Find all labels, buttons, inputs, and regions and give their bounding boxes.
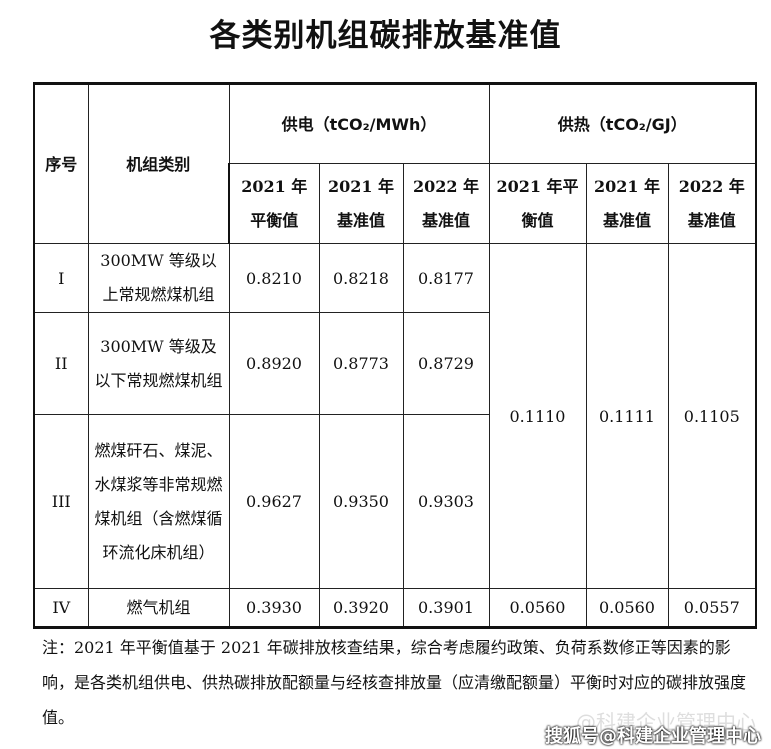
header-heat-2021-balance: 2021 年平 衡值 [488, 163, 587, 244]
table-row: II 300MW 等级及以下常规燃煤机组 0.8920 0.8773 0.872… [33, 312, 756, 415]
cell-value: 0.8729 [402, 312, 490, 415]
cell-value: 0.8210 [228, 243, 320, 313]
row-seq: III [33, 414, 89, 589]
row-category: 燃煤矸石、煤泥、水煤浆等非常规燃煤机组（含燃煤循环流化床机组） [87, 414, 230, 589]
cell-value: 0.0557 [667, 588, 758, 629]
header-heat-2021-benchmark: 2021 年基准值 [585, 163, 669, 244]
benchmark-table: 序号 机组类别 供电（tCO₂/MWh） 供热（tCO₂/GJ） 2021 年平… [33, 82, 758, 629]
cell-value: 0.0560 [488, 588, 587, 629]
table-row: III 燃煤矸石、煤泥、水煤浆等非常规燃煤机组（含燃煤循环流化床机组） 0.96… [33, 414, 756, 589]
header-heat-2022-benchmark: 2022 年基准值 [667, 163, 758, 244]
table-row: IV 燃气机组 0.3930 0.3920 0.3901 0.0560 0.05… [33, 588, 758, 629]
row-seq: IV [33, 588, 89, 629]
cell-value: 0.3930 [228, 588, 320, 629]
cell-value-merged: 0.1105 [667, 243, 758, 589]
page-title: 各类别机组碳排放基准值 [209, 18, 562, 54]
watermark-faint: @科建企业管理中心 [576, 710, 756, 734]
cell-value: 0.3920 [318, 588, 404, 629]
cell-value: 0.8177 [402, 243, 490, 313]
row-seq: I [33, 243, 89, 313]
header-power-2021-benchmark: 2021 年基准值 [318, 163, 404, 244]
cell-value: 0.0560 [585, 588, 669, 629]
cell-value: 0.9350 [318, 414, 404, 589]
cell-value: 0.9627 [228, 414, 320, 589]
cell-value-merged: 0.1111 [585, 243, 669, 589]
cell-value: 0.9303 [402, 414, 490, 589]
table-row: I 300MW 等级以上常规燃煤机组 0.8210 0.8218 0.8177 … [33, 243, 758, 589]
cell-value-merged: 0.1110 [488, 243, 587, 589]
row-category: 300MW 等级以上常规燃煤机组 [87, 243, 230, 313]
cell-value: 0.8920 [228, 312, 320, 415]
watermark: 搜狐号@科建企业管理中心 [545, 726, 761, 747]
cell-value: 0.8773 [318, 312, 404, 415]
cell-value: 0.3901 [402, 588, 490, 629]
header-power: 供电（tCO₂/MWh） [228, 82, 490, 164]
header-power-2021-balance: 2021 年平衡值 [228, 163, 320, 244]
header-power-2022-benchmark: 2022 年基准值 [402, 163, 490, 244]
row-category: 燃气机组 [87, 588, 230, 629]
row-seq: II [33, 312, 89, 415]
cell-value: 0.8218 [318, 243, 404, 313]
header-seq: 序号 [33, 82, 89, 244]
header-heat: 供热（tCO₂/GJ） [488, 82, 758, 164]
header-category: 机组类别 [87, 82, 230, 244]
footnote: 注：2021 年平衡值基于 2021 年碳排放核查结果，综合考虑履约政策、负荷系… [42, 638, 747, 727]
row-category: 300MW 等级及以下常规燃煤机组 [87, 312, 230, 415]
